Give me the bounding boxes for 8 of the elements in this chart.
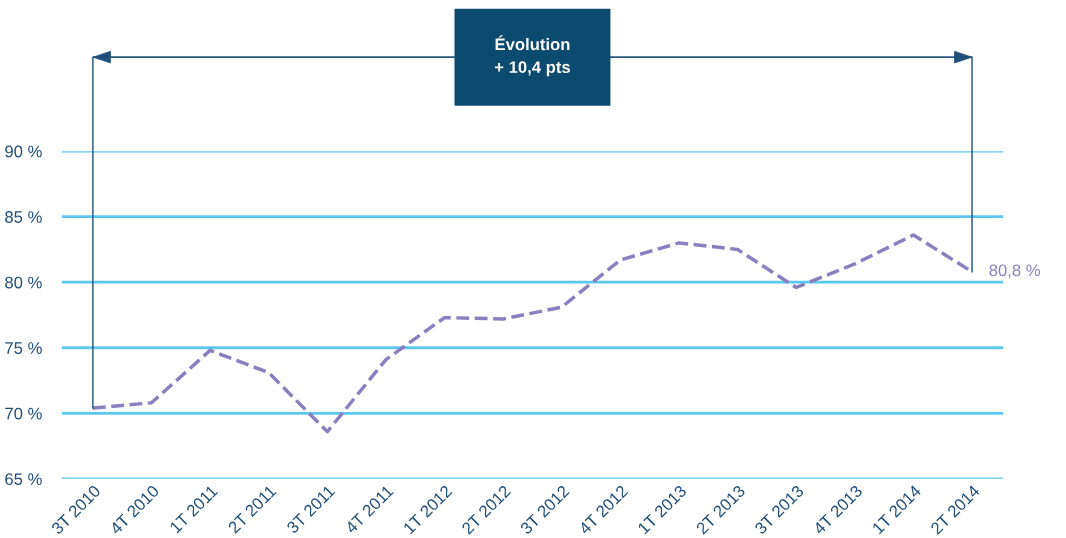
text: Évolution + 10,4 pts bbox=[494, 35, 570, 77]
y-tick-label: 90 % bbox=[5, 145, 42, 158]
y-tick-label: 75 % bbox=[5, 342, 42, 354]
y-tick-label: 65 % bbox=[5, 473, 42, 486]
y-tick-label: 70 % bbox=[5, 407, 42, 420]
y-tick-label: 85 % bbox=[5, 211, 42, 223]
data-label: 80,8 % bbox=[989, 264, 1040, 279]
y-tick-label: 80 % bbox=[5, 276, 42, 289]
